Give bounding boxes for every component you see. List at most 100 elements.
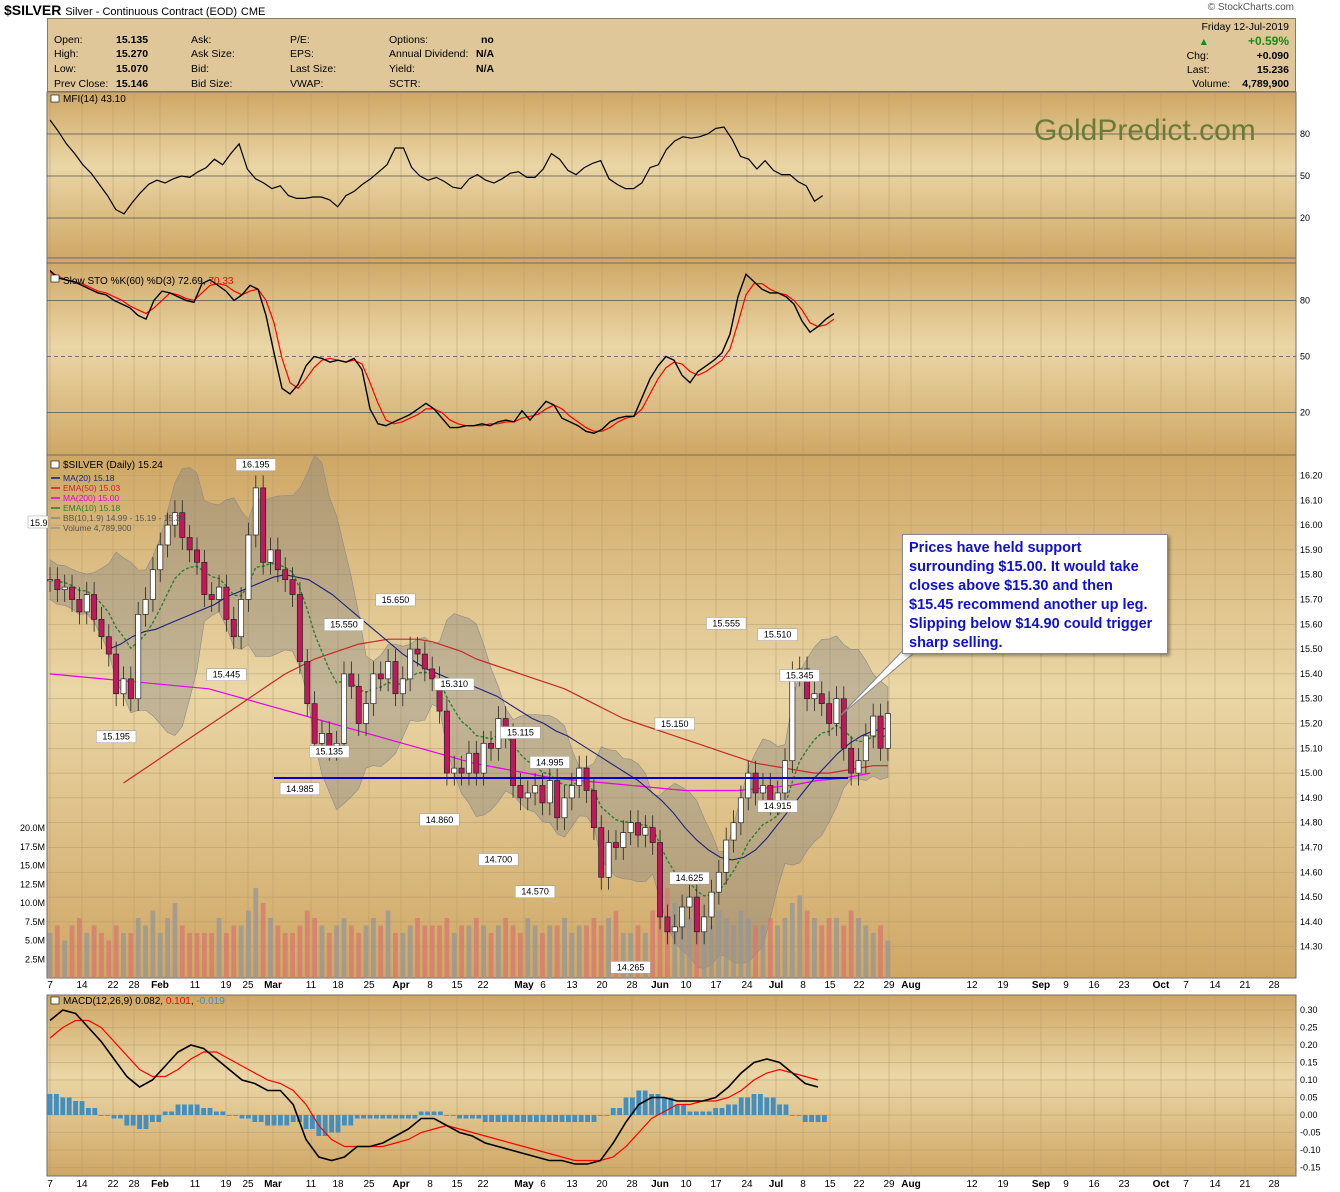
x-axis-label: 28 [626, 1179, 638, 1190]
volume-bar [268, 918, 273, 978]
volume-bar [598, 925, 604, 978]
macd-hist-bar [745, 1097, 750, 1115]
x-axis-label: Jul [769, 1179, 784, 1190]
price-annotation-box [757, 628, 798, 641]
macd-hist-bar [457, 1115, 462, 1119]
x-axis-label: 6 [540, 1179, 546, 1190]
candle-body [583, 767, 590, 791]
x-axis-label: 10 [680, 980, 692, 991]
candle-body [517, 785, 524, 799]
volume-bar [709, 925, 714, 978]
volume-value: 4,789,900 [1242, 78, 1289, 90]
sctr-label: SCTR: [389, 78, 421, 90]
legend-entry: MA(200) 15.00 [63, 493, 119, 503]
ma200-line [49, 673, 871, 792]
macd-hist-bar [450, 1115, 456, 1116]
sto-tick-label: 50 [1300, 352, 1310, 362]
x-axis-label: 19 [220, 1179, 232, 1190]
volume-bar [84, 933, 90, 978]
volume-bar [437, 925, 442, 978]
candle-body [47, 579, 53, 582]
macd-hist-bar [636, 1090, 642, 1115]
price-annotation: 15.195 [102, 732, 130, 742]
price-annotation-box [375, 593, 416, 607]
legend-entry: EMA(50) 15.03 [63, 483, 120, 493]
x-axis-label: 22 [477, 1179, 489, 1190]
macd-hist-bar [92, 1108, 98, 1115]
mfi-line [49, 119, 824, 215]
x-axis-label: 11 [306, 1179, 317, 1190]
x-axis-label: 19 [220, 980, 232, 991]
price-annotation-box [669, 871, 710, 885]
macd-hist-bar [655, 1094, 661, 1115]
macd-hist-bar [591, 1115, 597, 1122]
macd-hist-bar [482, 1115, 488, 1122]
macd-hist-bar [758, 1094, 763, 1115]
mfi-legend-icon [50, 94, 60, 103]
x-axis-label: 15 [824, 980, 836, 991]
price-legend-icon [50, 460, 60, 469]
volume-bar [54, 925, 60, 978]
volume-bar [547, 925, 553, 978]
x-axis-label: 29 [883, 980, 895, 991]
volume-bar [356, 933, 362, 978]
volume-bar [635, 925, 641, 978]
x-axis-label: Jun [651, 1179, 669, 1190]
chg-row: Chg: +0.090 [1187, 49, 1289, 63]
x-axis-label: 9 [1063, 980, 1069, 991]
macd-hist-bar [226, 1115, 232, 1116]
macd-hist-bar [73, 1101, 78, 1115]
volume-bar [657, 895, 663, 978]
x-axis-label: 28 [128, 1179, 140, 1190]
up-arrow-icon: ▲ [1198, 36, 1210, 48]
volume-bar [106, 940, 112, 978]
x-axis-label: 8 [800, 1179, 806, 1190]
price-annotation: 14.265 [617, 962, 645, 972]
dividend-value: N/A [476, 48, 495, 60]
candle-body [69, 586, 75, 600]
candle-body [186, 537, 193, 551]
volume-bar [856, 918, 861, 978]
x-axis-label: 19 [997, 980, 1009, 991]
volume-bar [150, 910, 156, 978]
price-annotation-box [323, 618, 365, 631]
volume-bar [797, 895, 803, 978]
candle-body [649, 827, 656, 843]
macd-hist-bar [66, 1097, 72, 1115]
volume-bar [334, 925, 340, 978]
annotation-callout: Prices have held support surrounding $15… [902, 534, 1168, 654]
vwap-label: VWAP: [290, 78, 324, 90]
macd-hist-bar [681, 1104, 686, 1115]
macd-hist-bar [150, 1115, 155, 1122]
volume-bar [834, 918, 839, 978]
price-annotation: 15.150 [661, 719, 689, 729]
candle-body [238, 599, 245, 638]
volume-bar [246, 910, 251, 978]
ask-size-label: Ask Size: [191, 48, 235, 60]
price-tick-label: 14.90 [1300, 793, 1323, 803]
candle-body [377, 673, 384, 680]
macd-hist-bar [290, 1115, 296, 1122]
volume-bar [157, 933, 163, 978]
candle-body [348, 673, 355, 687]
macd-hist-bar [207, 1108, 213, 1115]
volume-bar [179, 925, 185, 978]
macd-hist-bar [175, 1104, 181, 1115]
macd-hist-bar [310, 1115, 315, 1129]
volume-bar [312, 918, 317, 978]
volume-bar [187, 933, 193, 978]
candle-body [443, 710, 450, 774]
volume-bar [275, 925, 281, 978]
macd-hist-bar [258, 1115, 264, 1122]
x-axis-label: 6 [540, 980, 546, 991]
volume-bar [216, 918, 222, 978]
macd-hist-bar [502, 1115, 507, 1122]
candle-body [701, 916, 708, 933]
candle-body [296, 594, 303, 662]
macd-hist-bar [86, 1108, 91, 1115]
macd-hist-bar [329, 1115, 334, 1133]
candle-body [208, 594, 215, 600]
candle-body [83, 594, 90, 613]
candle-body [429, 668, 436, 680]
volume-bar [819, 925, 825, 978]
